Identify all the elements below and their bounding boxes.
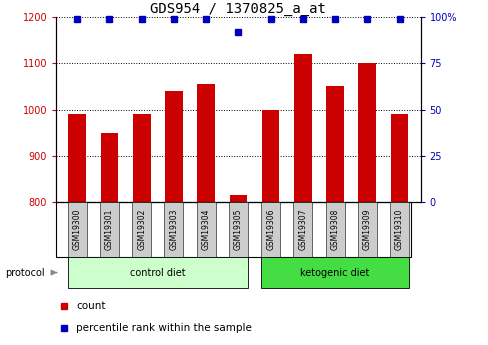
Bar bbox=[261, 202, 280, 257]
Text: GSM19300: GSM19300 bbox=[73, 209, 81, 250]
Bar bbox=[100, 202, 119, 257]
Bar bbox=[67, 257, 247, 288]
Bar bbox=[325, 202, 344, 257]
Text: ketogenic diet: ketogenic diet bbox=[300, 268, 369, 277]
Bar bbox=[101, 132, 118, 202]
Title: GDS954 / 1370825_a_at: GDS954 / 1370825_a_at bbox=[150, 2, 325, 16]
Bar bbox=[67, 202, 86, 257]
Bar bbox=[196, 202, 215, 257]
Bar bbox=[68, 114, 86, 202]
Text: control diet: control diet bbox=[130, 268, 185, 277]
Bar bbox=[325, 87, 343, 202]
Bar bbox=[357, 202, 376, 257]
Bar bbox=[228, 202, 247, 257]
Bar bbox=[261, 257, 408, 288]
Bar bbox=[132, 202, 151, 257]
Text: GSM19306: GSM19306 bbox=[265, 209, 275, 250]
Text: count: count bbox=[76, 300, 105, 310]
Bar bbox=[293, 54, 311, 202]
Bar bbox=[293, 202, 312, 257]
Bar bbox=[390, 114, 407, 202]
Text: GSM19302: GSM19302 bbox=[137, 209, 146, 250]
Text: GSM19303: GSM19303 bbox=[169, 209, 178, 250]
Bar bbox=[229, 195, 247, 202]
Bar bbox=[197, 84, 215, 202]
Text: GSM19307: GSM19307 bbox=[298, 209, 307, 250]
Text: percentile rank within the sample: percentile rank within the sample bbox=[76, 323, 252, 333]
Bar bbox=[165, 91, 183, 202]
Text: GSM19301: GSM19301 bbox=[105, 209, 114, 250]
Bar bbox=[164, 202, 183, 257]
Bar bbox=[358, 63, 375, 202]
Bar bbox=[261, 110, 279, 202]
Text: GSM19309: GSM19309 bbox=[362, 209, 371, 250]
Bar bbox=[389, 202, 408, 257]
Text: GSM19308: GSM19308 bbox=[330, 209, 339, 250]
Text: GSM19304: GSM19304 bbox=[201, 209, 210, 250]
Text: GSM19305: GSM19305 bbox=[233, 209, 243, 250]
Text: protocol: protocol bbox=[5, 268, 44, 277]
Bar bbox=[133, 114, 150, 202]
Text: GSM19310: GSM19310 bbox=[394, 209, 403, 250]
